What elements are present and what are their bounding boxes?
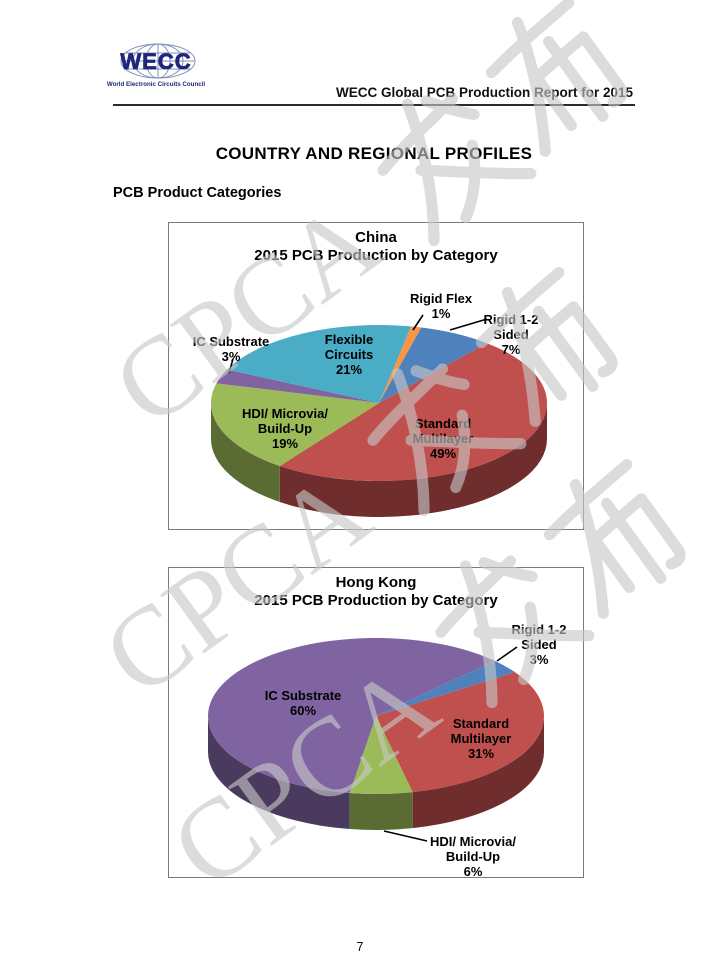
pie-slice-side	[208, 716, 350, 830]
subsection-title: PCB Product Categories	[113, 185, 282, 201]
label-leader-line	[449, 318, 488, 331]
slice-label: Rigid Flex	[410, 291, 473, 306]
slice-label: Standard	[415, 416, 471, 431]
pie-slice	[349, 716, 413, 794]
slice-label: 6%	[464, 864, 483, 877]
slice-label: Flexible	[325, 332, 373, 347]
pie-slice	[216, 369, 379, 403]
slice-label: Build-Up	[446, 849, 500, 864]
slice-label: Sided	[521, 637, 556, 652]
slice-label: 31%	[468, 746, 494, 761]
slice-label: Build-Up	[258, 421, 312, 436]
logo-wordmark: WECC	[120, 49, 191, 74]
header-rule	[113, 104, 635, 106]
slice-label: IC Substrate	[265, 688, 342, 703]
slice-label: 3%	[530, 652, 549, 667]
watermark-cjk-glyphs	[359, 0, 637, 243]
slice-label: 49%	[430, 446, 456, 461]
pie-slice-side	[349, 792, 413, 830]
logo-caption: World Electronic Circuits Council	[107, 81, 205, 88]
slice-label: 19%	[272, 436, 298, 451]
slice-label: 60%	[290, 703, 316, 718]
slice-label: Rigid 1-2	[512, 622, 567, 637]
report-title: WECC Global PCB Production Report for 20…	[335, 85, 633, 100]
slice-label: 21%	[336, 362, 362, 377]
pie-slice	[210, 383, 379, 466]
slice-label: Multilayer	[413, 431, 474, 446]
label-leader-line	[496, 646, 518, 662]
slice-label: Rigid 1-2	[484, 312, 539, 327]
chart-box-china: China 2015 PCB Production by Category Ri…	[168, 222, 584, 530]
slice-label: Circuits	[325, 347, 373, 362]
slice-label: 7%	[502, 342, 521, 357]
pie-slice-side	[211, 403, 280, 502]
pie-slice-side	[412, 716, 544, 829]
chart-title: Hong Kong	[335, 574, 417, 591]
label-leader-line	[228, 358, 234, 374]
wecc-logo: WECC World Electronic Circuits Council	[107, 43, 205, 88]
section-title: COUNTRY AND REGIONAL PROFILES	[215, 144, 533, 163]
page-number: 7	[356, 940, 364, 954]
slice-label: 3%	[222, 349, 241, 364]
slice-label: Multilayer	[451, 731, 512, 746]
slice-label: HDI/ Microvia/	[242, 406, 328, 421]
slice-label: HDI/ Microvia/	[430, 834, 516, 849]
slice-label: IC Substrate	[193, 334, 270, 349]
slice-label: Sided	[493, 327, 528, 342]
chart-box-hong-kong: Hong Kong 2015 PCB Production by Categor…	[168, 567, 584, 878]
slice-label: Standard	[453, 716, 509, 731]
slice-label: 1%	[432, 306, 451, 321]
globe-icon	[120, 43, 196, 79]
label-leader-line	[383, 830, 428, 842]
